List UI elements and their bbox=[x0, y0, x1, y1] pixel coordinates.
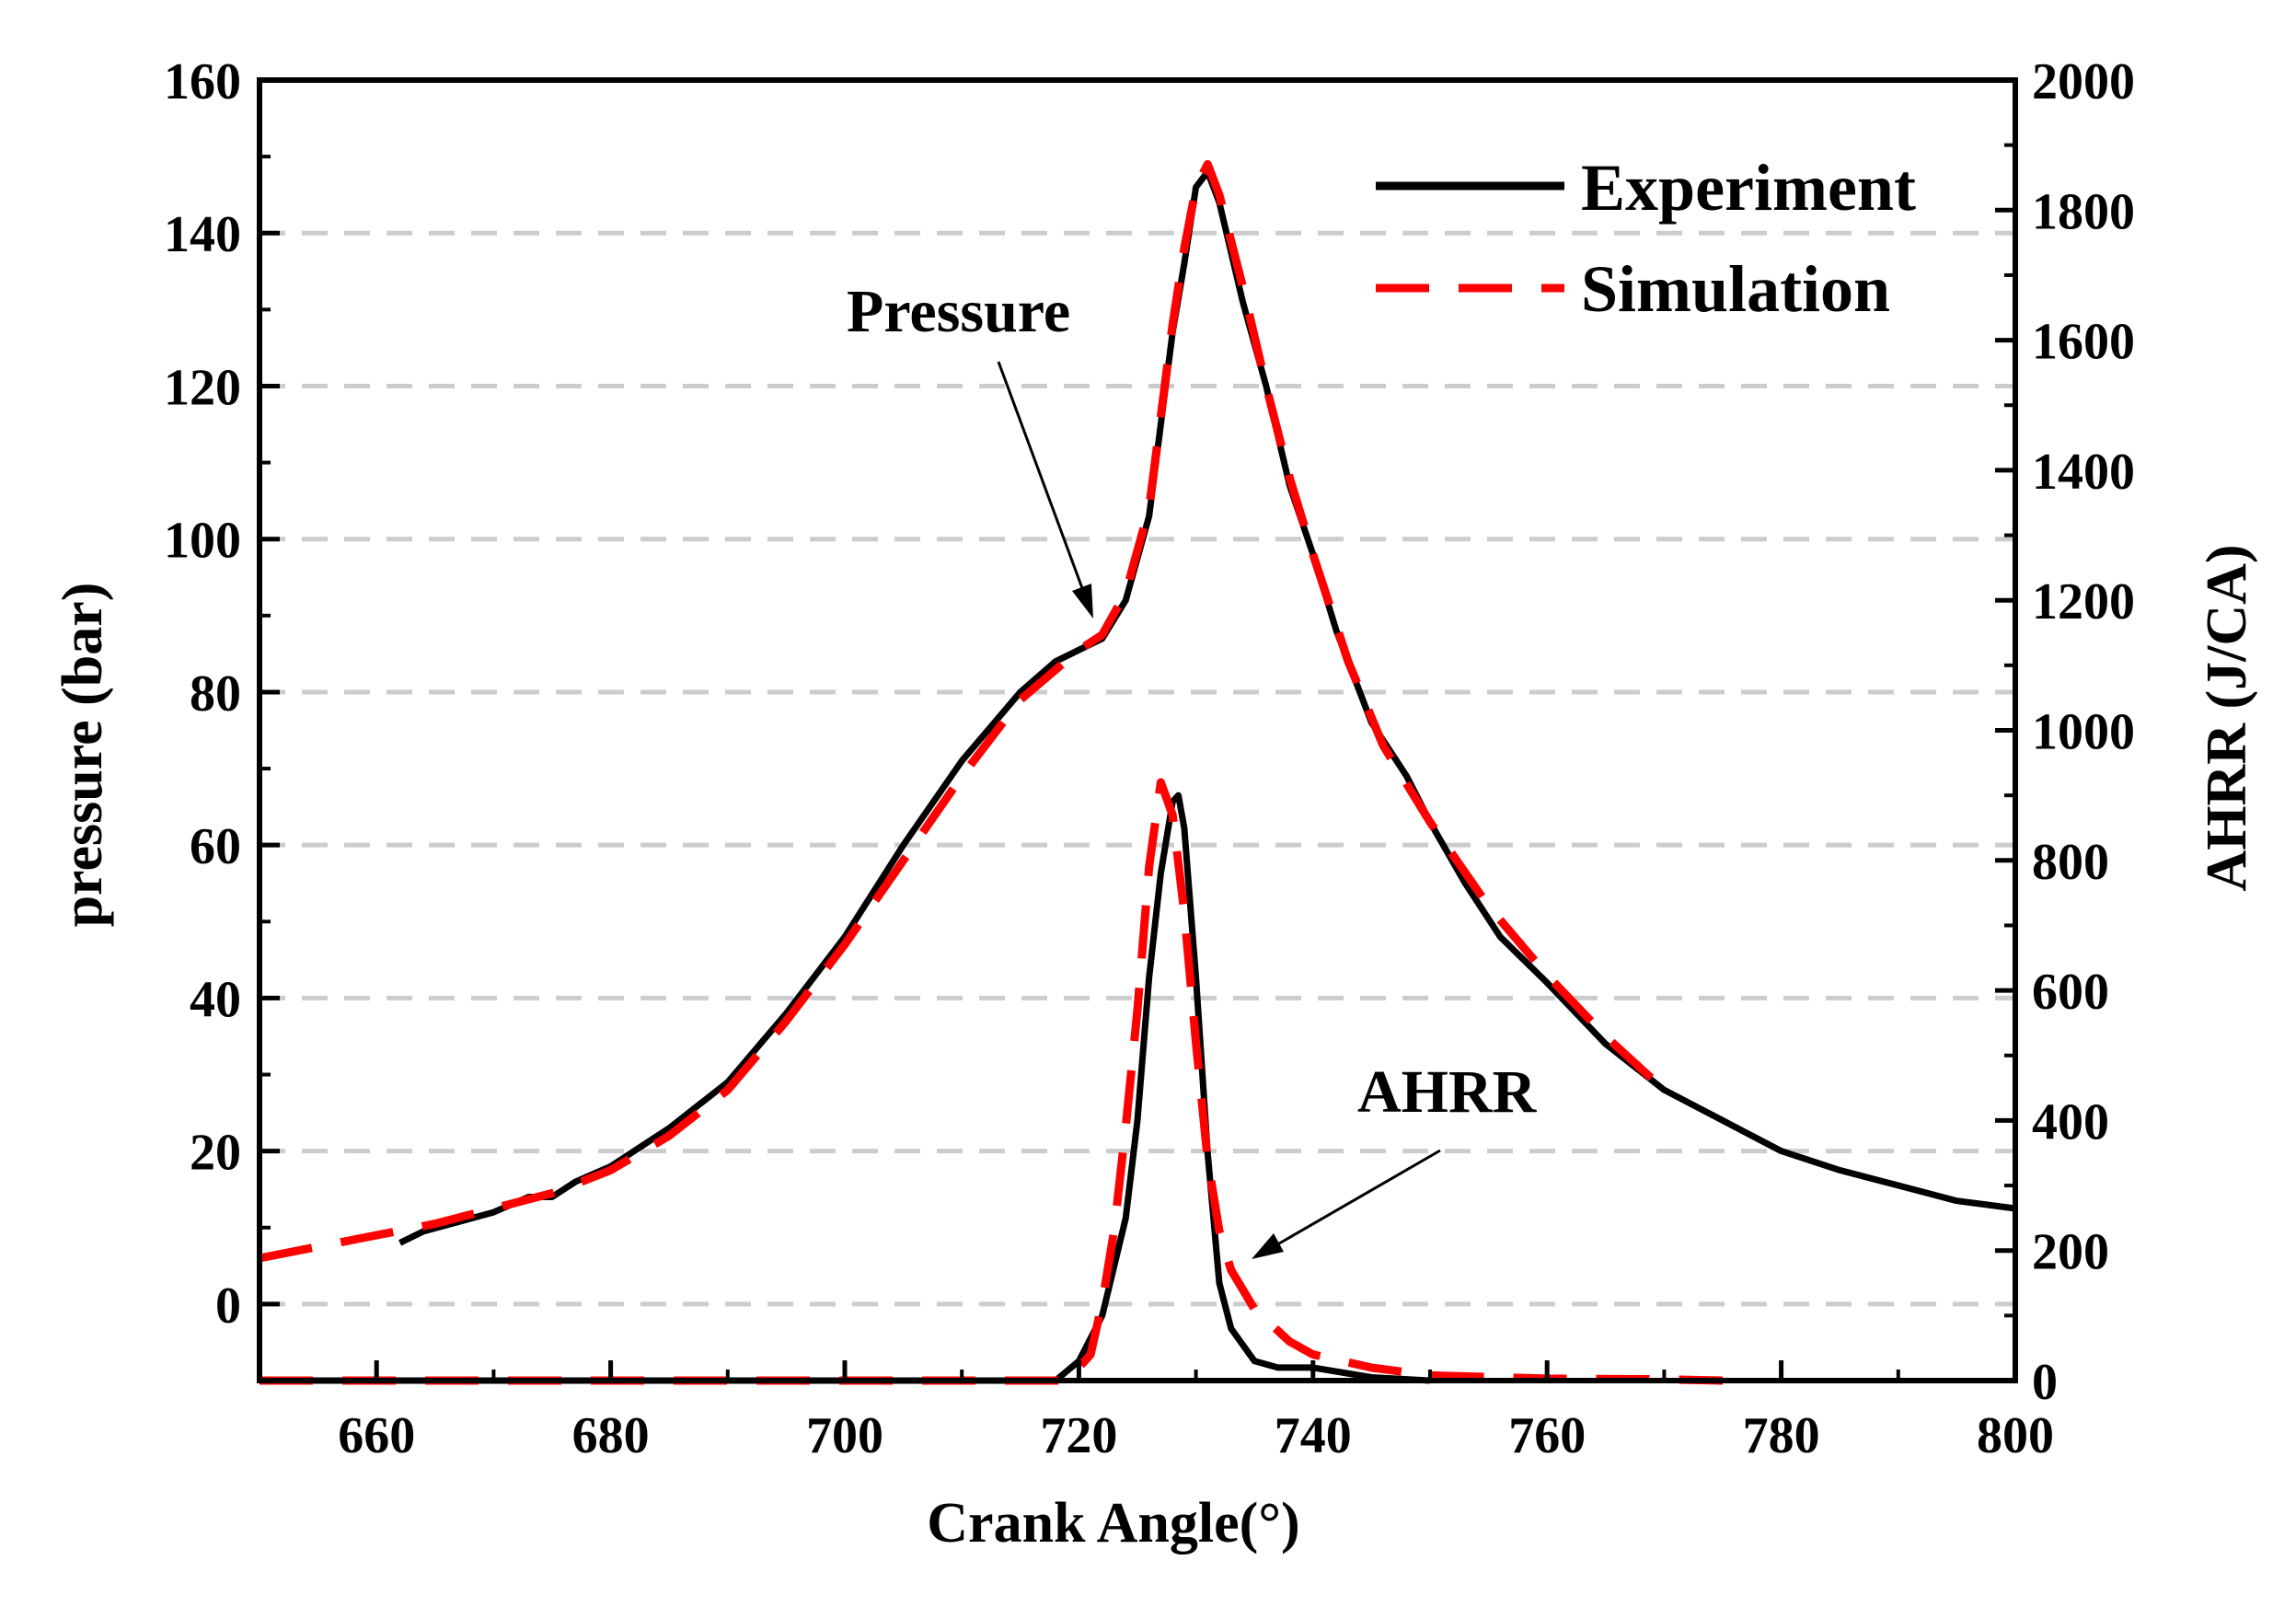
annotation-pressure-arrow bbox=[997, 361, 1090, 607]
x-tick-label: 760 bbox=[1508, 1407, 1586, 1464]
x-tick-label: 720 bbox=[1040, 1407, 1117, 1464]
left-y-tick-label: 80 bbox=[190, 665, 241, 723]
right-y-tick-label: 600 bbox=[2032, 964, 2109, 1021]
left-y-tick-label: 40 bbox=[190, 971, 241, 1028]
right-y-tick-label: 1600 bbox=[2032, 314, 2135, 371]
left-y-tick-label: 100 bbox=[164, 513, 241, 570]
x-tick-label: 780 bbox=[1743, 1407, 1820, 1464]
right-y-tick-label: 1400 bbox=[2032, 444, 2135, 501]
left-y-tick-label: 120 bbox=[164, 359, 241, 416]
annotation-pressure-label: Pressure bbox=[847, 278, 1070, 345]
simulation-pressure-line bbox=[259, 159, 1667, 1263]
right-y-axis-title: AHRR (J/CA) bbox=[2196, 544, 2258, 891]
x-tick-label: 740 bbox=[1275, 1407, 1352, 1464]
right-y-tick-label: 2000 bbox=[2032, 53, 2135, 110]
annotation-ahrr-arrowhead bbox=[1252, 1233, 1284, 1259]
legend-experiment-label: Experiment bbox=[1581, 151, 1916, 225]
ticks: 660 680 700 720 740 760 780 8000204060801001201… bbox=[164, 53, 2135, 1464]
legend-simulation-label: Simulation bbox=[1581, 252, 1890, 326]
left-y-tick-label: 140 bbox=[164, 206, 241, 263]
annotation-pressure: Pressure bbox=[847, 278, 1093, 619]
x-tick-label: 800 bbox=[1977, 1407, 2054, 1464]
right-y-tick-label: 400 bbox=[2032, 1093, 2109, 1150]
right-y-tick-label: 1000 bbox=[2032, 704, 2135, 761]
gridlines bbox=[260, 230, 2015, 1307]
right-y-tick-label: 1800 bbox=[2032, 183, 2135, 240]
left-y-tick-label: 0 bbox=[215, 1278, 241, 1335]
right-y-tick-label: 800 bbox=[2032, 834, 2109, 891]
annotation-ahrr-arrow bbox=[1267, 1149, 1441, 1252]
left-y-tick-label: 160 bbox=[164, 53, 241, 110]
x-tick-label: 680 bbox=[572, 1407, 650, 1464]
left-y-tick-label: 20 bbox=[190, 1125, 241, 1182]
x-axis-title: Crank Angle(°) bbox=[927, 1492, 1299, 1555]
annotation-ahrr: AHRR bbox=[1252, 1058, 1538, 1259]
x-tick-label: 660 bbox=[338, 1407, 415, 1464]
right-y-tick-label: 1200 bbox=[2032, 573, 2135, 630]
right-y-tick-label: 200 bbox=[2032, 1224, 2109, 1281]
annotation-ahrr-label: AHRR bbox=[1357, 1058, 1538, 1126]
annotation-pressure-arrowhead bbox=[1072, 584, 1093, 619]
right-y-tick-label: 0 bbox=[2032, 1354, 2058, 1411]
left-y-tick-label: 60 bbox=[190, 818, 241, 875]
left-y-axis-title: pressure (bar) bbox=[52, 583, 114, 928]
legend: Experiment Simulation bbox=[1376, 151, 1916, 326]
x-tick-label: 700 bbox=[806, 1407, 883, 1464]
